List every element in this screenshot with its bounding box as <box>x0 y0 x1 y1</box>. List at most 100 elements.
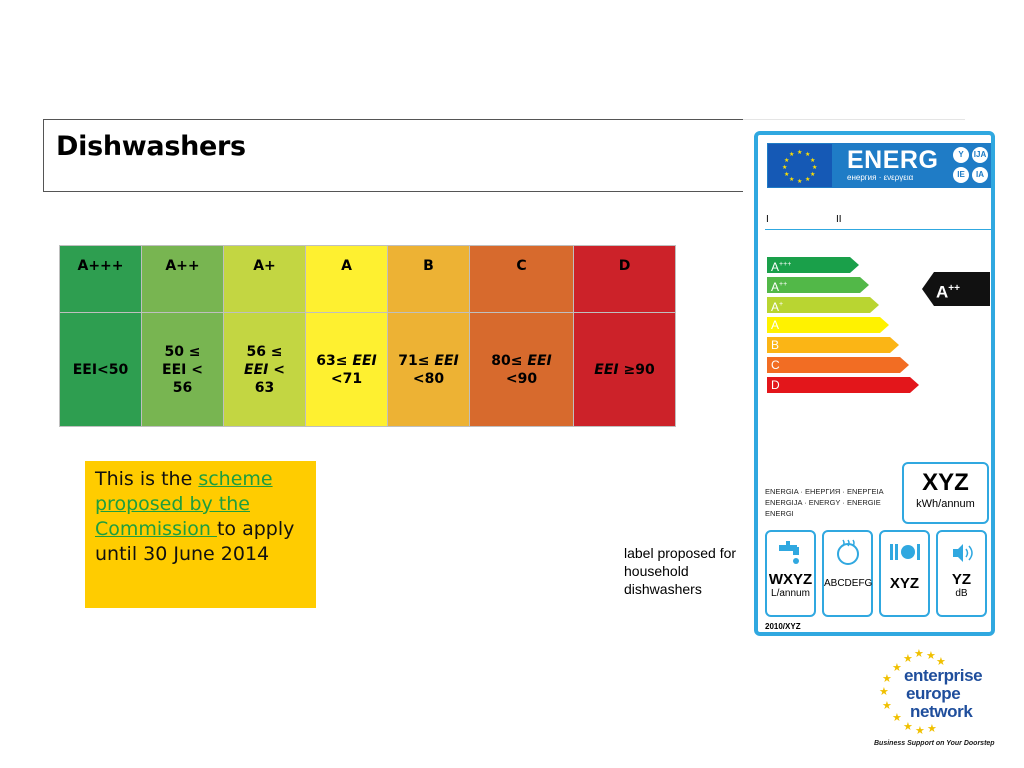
settings-value: XYZ <box>889 575 920 592</box>
drying-box: ABCDEFG <box>822 530 873 617</box>
water-tap-icon <box>767 532 814 572</box>
badge-ia: IA <box>972 167 988 183</box>
scale-letter: D <box>771 378 780 392</box>
label-header: ★ ★ ★ ★ ★ ★ ★ ★ ★ ★ ★ ★ ENERG енергия · ενεργεια… <box>767 143 991 188</box>
water-box: WXYZ L/annum <box>765 530 816 617</box>
noise-value: YZ <box>951 571 972 588</box>
threshold-text: 71≤ EEI <80 <box>398 352 459 387</box>
threshold-cell-b: 71≤ EEI <80 <box>387 312 470 427</box>
logo-star-icon: ★ <box>927 722 937 735</box>
scale-arrow: D <box>767 377 919 393</box>
logo-star-icon: ★ <box>892 661 902 674</box>
scale-arrow: A <box>767 317 889 333</box>
noise-unit: dB <box>955 588 968 599</box>
threshold-text: 50 ≤ EEI <56 <box>162 343 203 396</box>
threshold-text: EEI ≥90 <box>594 361 655 378</box>
logo-word-enterprise: enterprise <box>904 666 983 685</box>
speaker-icon <box>938 532 985 572</box>
scale-arrow: A+++ <box>767 257 859 273</box>
logo-star-icon: ★ <box>936 655 946 668</box>
eu-flag-icon: ★ ★ ★ ★ ★ ★ ★ ★ ★ ★ ★ ★ <box>768 144 832 187</box>
scale-sup: + <box>779 301 784 308</box>
energy-brand: ENERG <box>847 146 939 174</box>
scale-arrow: B <box>767 337 899 353</box>
cutlery-icon <box>881 532 928 572</box>
annual-value: XYZ <box>922 469 969 496</box>
drying-value: ABCDEFG <box>824 578 873 589</box>
annual-unit: kWh/annum <box>916 498 975 510</box>
class-cell-c: C <box>469 245 574 313</box>
scale-letter: A <box>771 280 780 294</box>
logo-star-icon: ★ <box>903 720 913 733</box>
threshold-cell-a-plus-3: EEI<50 <box>59 312 142 427</box>
energy-words: ENERGIA · ЕНЕРГИЯ · ΕΝΕΡΓΕΙΑ ENERGIJA · … <box>765 487 884 518</box>
logo-star-icon: ★ <box>882 672 892 685</box>
threshold-cell-c: 80≤ EEI <90 <box>469 312 574 427</box>
badge-ija: IJA <box>972 147 988 163</box>
title-rule <box>743 119 965 120</box>
threshold-cell-a-plus-2: 50 ≤ EEI <56 <box>141 312 224 427</box>
threshold-text: 56 ≤ EEI <63 <box>244 343 285 396</box>
scale-arrow: C <box>767 357 909 373</box>
logo-star-icon: ★ <box>914 647 924 660</box>
eei-class-table: A+++ A++ A+ A B C D EEI<50 50 ≤ EEI <56 5… <box>59 245 676 427</box>
logo-star-icon: ★ <box>915 724 925 737</box>
slide-title: Dishwashers <box>56 131 246 162</box>
logo-tagline: Business Support on Your Doorstep <box>874 740 995 747</box>
class-cell-d: D <box>573 245 676 313</box>
title-box: Dishwashers <box>43 119 743 192</box>
scale-letter: A <box>771 260 780 274</box>
class-cell-a-plus-1: A+ <box>223 245 306 313</box>
label-caption: label proposed for household dishwashers <box>624 545 737 597</box>
scale-arrow: A+ <box>767 297 879 313</box>
rating-letter: A <box>936 282 949 302</box>
badge-ie: IE <box>953 167 969 183</box>
class-cell-a-plus-3: A+++ <box>59 245 142 313</box>
annual-consumption-box: XYZ kWh/annum <box>902 462 989 524</box>
logo-star-icon: ★ <box>903 652 913 665</box>
scale-letter: C <box>771 358 780 372</box>
logo-star-icon: ★ <box>892 711 902 724</box>
logo-star-icon: ★ <box>882 699 892 712</box>
scale-letter: B <box>771 338 780 352</box>
scale-arrow: A++ <box>767 277 869 293</box>
note-text-after: to apply until 30 June 2014 <box>95 518 295 565</box>
threshold-cell-d: EEI ≥90 <box>573 312 676 427</box>
scheme-note: This is the scheme proposed by the Commi… <box>85 461 316 608</box>
een-logo: ★ ★ ★ ★ ★ ★ ★ ★ ★ ★ ★ ★ enterprise europ… <box>870 648 1015 752</box>
logo-star-icon: ★ <box>879 685 889 698</box>
table-header-row: A+++ A++ A+ A B C D <box>59 245 676 313</box>
scale-sup: ++ <box>779 281 788 288</box>
energy-brand-sub: енергия · ενεργεια <box>847 173 914 182</box>
threshold-text: 63≤ EEI <71 <box>316 352 377 387</box>
label-footer: 2010/XYZ <box>765 622 801 631</box>
water-unit: L/annum <box>771 588 810 599</box>
threshold-cell-a: 63≤ EEI <71 <box>305 312 388 427</box>
scale-letter: A <box>771 318 780 332</box>
noise-box: YZ dB <box>936 530 987 617</box>
logo-star-icon: ★ <box>926 649 936 662</box>
threshold-text: 80≤ EEI <90 <box>491 352 552 387</box>
threshold-text: EEI<50 <box>72 361 129 378</box>
scheme-link[interactable]: scheme proposed by the Commission <box>95 468 273 540</box>
note-text-before: This is the <box>95 468 199 490</box>
class-cell-a: A <box>305 245 388 313</box>
drying-icon <box>824 532 871 572</box>
badge-y: Y <box>953 147 969 163</box>
rating-sup: ++ <box>948 283 960 294</box>
table-threshold-row: EEI<50 50 ≤ EEI <56 56 ≤ EEI <63 63≤ EEI <7… <box>59 312 676 427</box>
label-rule <box>765 229 991 230</box>
column-ii-label: II <box>836 214 842 225</box>
logo-word-europe: europe <box>906 684 961 703</box>
class-cell-a-plus-2: A++ <box>141 245 224 313</box>
scale-sup: +++ <box>779 261 792 268</box>
rating-arrow: A++ <box>922 272 990 306</box>
energy-label: ★ ★ ★ ★ ★ ★ ★ ★ ★ ★ ★ ★ ENERG енергия · ενεργεια… <box>754 131 995 636</box>
place-settings-box: XYZ <box>879 530 930 617</box>
class-cell-b: B <box>387 245 470 313</box>
logo-word-network: network <box>910 702 973 721</box>
column-i-label: I <box>766 214 769 225</box>
water-value: WXYZ <box>768 571 813 588</box>
threshold-cell-a-plus-1: 56 ≤ EEI <63 <box>223 312 306 427</box>
scale-letter: A <box>771 300 780 314</box>
